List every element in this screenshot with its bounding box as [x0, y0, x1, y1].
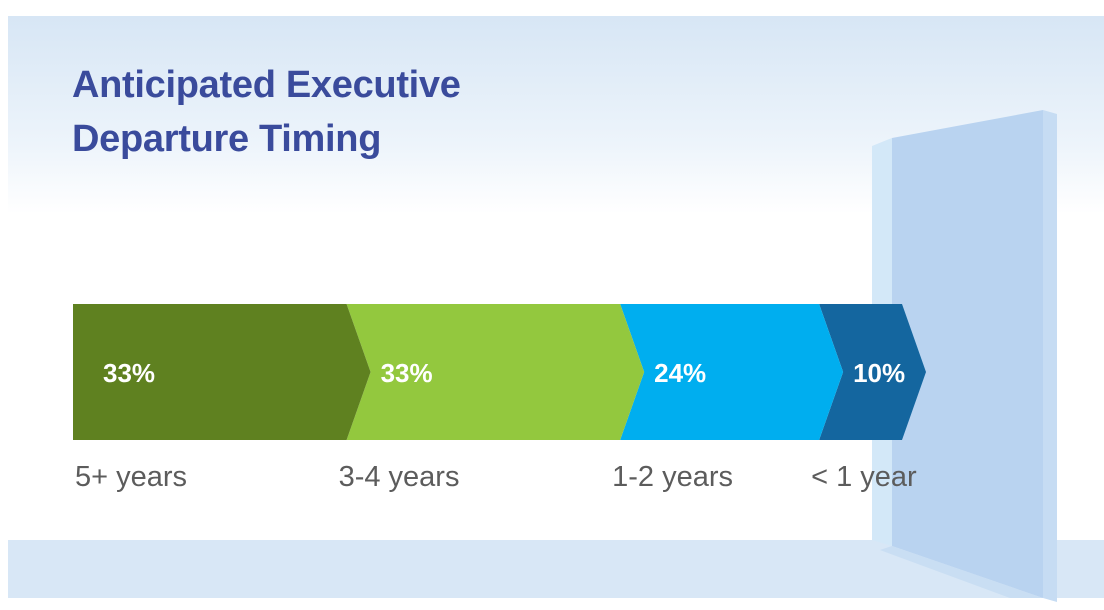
door-edge	[1043, 110, 1057, 602]
category-label-3-4-years: 3-4 years	[339, 461, 460, 493]
chart-title-line-1: Anticipated Executive	[72, 64, 461, 106]
category-label-1-year: < 1 year	[811, 461, 917, 493]
value-label-1-2-years: 24%	[654, 358, 706, 388]
category-label-5-years: 5+ years	[75, 461, 187, 493]
chart-value-labels: 33% 33% 24% 10%	[103, 358, 905, 388]
segment-1-2-years	[620, 304, 844, 440]
segment-3-4-years	[346, 304, 645, 440]
category-label-1-2-years: 1-2 years	[612, 461, 733, 493]
segment-1-year	[819, 304, 926, 440]
segment-5-years	[73, 304, 371, 440]
value-label-3-4-years: 33%	[381, 358, 433, 388]
chart-category-labels: 5+ years 3-4 years 1-2 years < 1 year	[75, 461, 917, 493]
door-shadow	[880, 546, 1043, 598]
chart-title: Anticipated Executive Departure Timing	[72, 58, 461, 166]
chart-title-line-2: Departure Timing	[72, 118, 382, 160]
chart-segments	[73, 304, 926, 440]
door-panel	[892, 110, 1043, 598]
value-label-1-year: 10%	[853, 358, 905, 388]
value-label-5-years: 33%	[103, 358, 155, 388]
